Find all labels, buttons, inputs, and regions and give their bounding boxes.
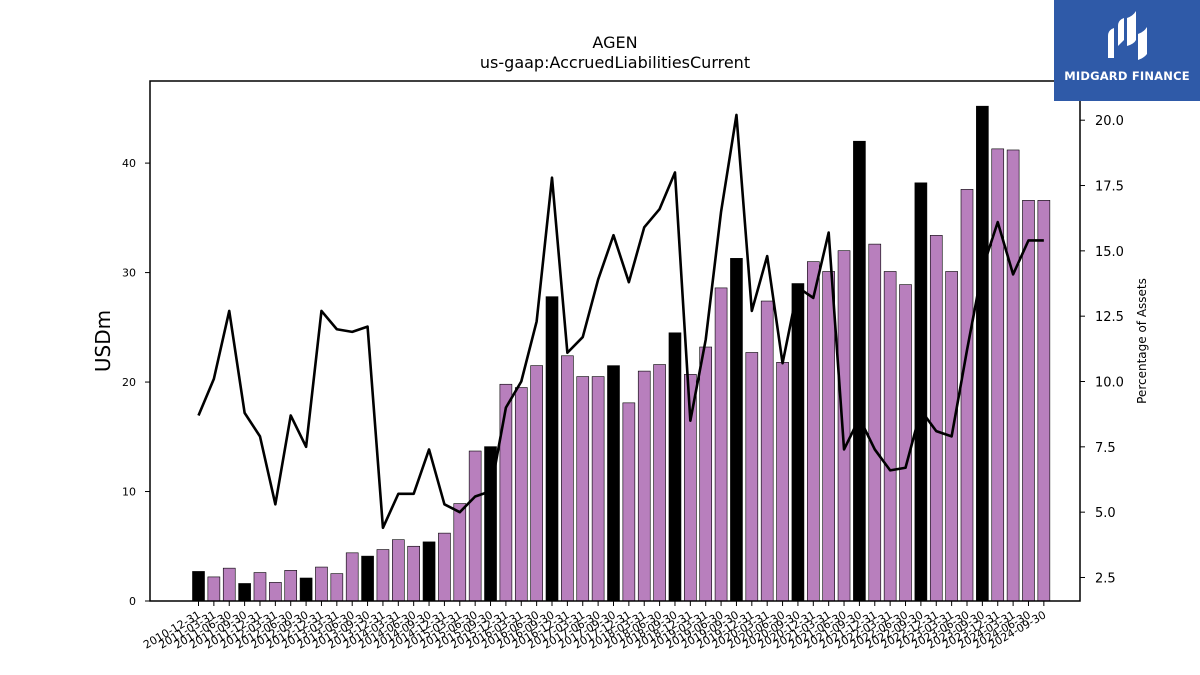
right-tick-label: 5.0	[1095, 506, 1116, 521]
bar-2022-06-30	[899, 284, 912, 602]
bar-2013-12-31	[376, 549, 390, 602]
left-tick-label: 30	[122, 267, 136, 280]
bar-2013-06-30	[345, 552, 359, 602]
left-tick-label: 0	[129, 595, 136, 608]
bar-2020-06-30	[776, 362, 789, 602]
bar-2011-09-30	[238, 583, 251, 602]
bar-series	[192, 105, 1051, 602]
logo-mark-icon	[1108, 11, 1147, 60]
percentage-of-assets-line	[197, 113, 1044, 530]
bar-2023-06-30	[960, 189, 974, 602]
bar-2011-12-31	[253, 572, 267, 602]
bar-2021-12-31	[868, 243, 882, 602]
left-tick-label: 20	[122, 376, 136, 389]
bar-2013-09-30	[361, 555, 374, 602]
bar-2014-09-30	[422, 541, 436, 602]
bar-2016-06-30	[530, 365, 543, 602]
right-tick-label: 10.0	[1095, 376, 1124, 391]
left-tick-label: 10	[122, 486, 136, 499]
bar-2018-03-31	[637, 370, 651, 602]
bar-2022-12-31	[929, 235, 943, 602]
bar-2014-12-31	[438, 532, 451, 602]
right-tick-label: 12.5	[1095, 310, 1124, 325]
bar-2015-06-30	[468, 450, 482, 602]
left-axis-ticks: 0 10 20 30 40	[122, 157, 150, 608]
bar-2017-03-31	[576, 376, 590, 602]
bar-2018-06-30	[653, 364, 666, 602]
x-axis-ticks: 2010-12-312011-03-312011-06-302011-09-30…	[141, 601, 1048, 652]
bar-2019-09-30	[730, 258, 743, 602]
right-tick-label: 2.5	[1095, 571, 1116, 586]
logo-text: MIDGARD FINANCE	[1064, 69, 1190, 83]
bar-2022-03-31	[883, 271, 897, 602]
right-tick-label: 7.5	[1095, 441, 1116, 456]
bar-2024-06-30	[1022, 200, 1035, 602]
bar-2013-03-31	[330, 573, 344, 602]
bar-2011-03-31	[207, 576, 221, 602]
bar-2019-12-31	[745, 352, 759, 602]
bar-2023-12-31	[991, 148, 1005, 602]
bar-2016-03-31	[514, 387, 528, 602]
bar-2016-09-30	[545, 296, 559, 602]
brand-logo: MIDGARD FINANCE	[1054, 0, 1200, 101]
bar-2017-09-30	[607, 365, 620, 602]
bar-2022-09-30	[914, 182, 928, 602]
line-series	[197, 113, 1044, 530]
y-axis-label-right: Percentage of Assets	[1135, 278, 1149, 404]
bar-2024-03-31	[1006, 149, 1020, 602]
bar-2017-06-30	[591, 376, 605, 602]
bar-2020-03-31	[760, 300, 774, 602]
bar-2023-09-30	[976, 105, 989, 602]
bar-2021-06-30	[837, 250, 851, 602]
bar-2021-03-31	[822, 271, 835, 602]
right-tick-label: 20.0	[1095, 114, 1124, 129]
bar-2015-03-31	[453, 503, 467, 602]
bar-2014-03-31	[392, 539, 405, 602]
chart-subtitle: us-gaap:AccruedLiabilitiesCurrent	[480, 53, 750, 72]
bar-2010-12-31	[192, 571, 205, 602]
bar-2024-09-30	[1037, 200, 1051, 602]
right-tick-label: 15.0	[1095, 245, 1124, 260]
bar-2012-03-31	[269, 582, 282, 602]
bar-2011-06-30	[222, 567, 236, 602]
bar-2012-09-30	[299, 577, 313, 602]
bar-2020-09-30	[791, 283, 805, 602]
bar-2018-09-30	[668, 332, 682, 602]
bar-2019-03-31	[699, 346, 713, 602]
bar-2017-12-31	[622, 402, 636, 602]
bar-2012-06-30	[284, 570, 298, 602]
bar-2014-06-30	[407, 545, 420, 602]
right-axis-ticks: 2.5 5.0 7.5 10.0 12.5 15.0 17.5 20.0	[1080, 114, 1124, 586]
bar-2019-06-30	[714, 287, 728, 602]
bar-2015-12-31	[499, 383, 513, 602]
bar-2012-12-31	[315, 566, 328, 602]
left-tick-label: 40	[122, 157, 136, 170]
bar-2020-12-31	[806, 261, 820, 602]
chart-title: AGEN	[592, 33, 637, 52]
bar-2016-12-31	[561, 355, 574, 602]
bar-2021-09-30	[853, 140, 866, 602]
right-tick-label: 17.5	[1095, 180, 1124, 195]
plot-frame	[149, 80, 1081, 602]
y-axis-label-left: USDm	[91, 310, 115, 372]
